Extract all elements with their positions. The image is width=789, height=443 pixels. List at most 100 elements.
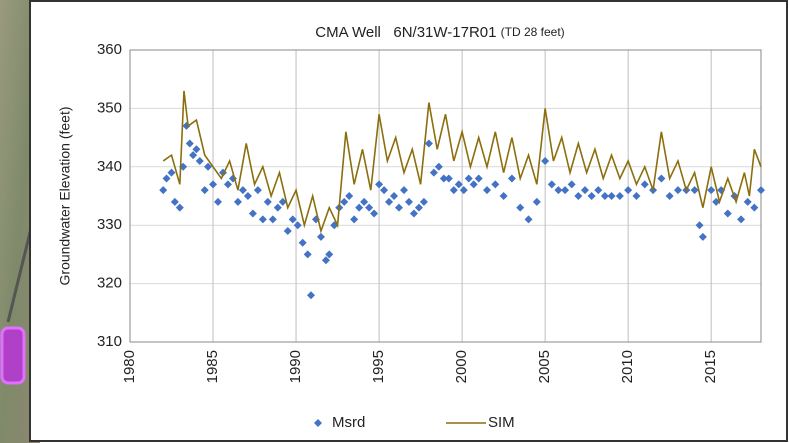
x-tick-label: 1980 <box>121 350 138 383</box>
data-point <box>243 192 252 200</box>
y-tick-label: 320 <box>97 275 122 292</box>
data-line <box>162 90 762 234</box>
data-point <box>380 186 389 195</box>
data-point <box>414 203 423 212</box>
legend-label: Msrd <box>332 414 365 431</box>
data-point <box>632 192 641 200</box>
title-main: CMA Well 6N/31W-17R01 <box>315 24 496 41</box>
data-point <box>325 250 334 259</box>
data-point <box>404 197 413 206</box>
parcel-outline <box>0 326 26 385</box>
x-tick-label: 1985 <box>204 350 221 383</box>
legend-label: SIM <box>488 414 515 431</box>
data-point <box>278 197 287 206</box>
data-point <box>306 291 315 300</box>
data-point <box>743 197 752 206</box>
data-point <box>712 197 721 206</box>
data-point <box>385 197 394 206</box>
data-point <box>554 186 563 195</box>
data-point <box>469 180 478 189</box>
data-point <box>185 139 194 148</box>
data-point <box>547 180 556 189</box>
data-point <box>723 209 732 218</box>
data-point <box>204 162 213 171</box>
data-point <box>532 197 541 206</box>
data-point <box>419 197 428 206</box>
data-point <box>439 174 448 183</box>
data-point <box>192 145 201 154</box>
data-point <box>360 197 369 206</box>
y-tick-label: 310 <box>97 333 122 350</box>
data-point <box>258 215 267 224</box>
data-point <box>233 197 242 206</box>
data-point <box>424 139 433 148</box>
data-point <box>750 203 759 212</box>
data-point <box>283 227 292 236</box>
data-point <box>483 186 492 195</box>
y-axis-label: Groundwater Elevation (feet) <box>57 107 73 286</box>
y-tick-label: 350 <box>97 99 122 116</box>
data-point <box>695 221 704 230</box>
data-point <box>253 186 262 195</box>
chart-panel <box>29 0 788 442</box>
data-point <box>268 215 277 224</box>
chart-title: CMA Well 6N/31W-17R01 (TD 28 feet) <box>315 24 564 41</box>
data-point <box>350 215 359 224</box>
data-point <box>491 180 500 189</box>
data-point <box>316 232 325 241</box>
data-point <box>159 186 168 195</box>
data-point <box>594 186 603 195</box>
data-point <box>449 186 458 195</box>
data-point <box>580 186 589 195</box>
data-point <box>640 180 649 189</box>
data-point <box>345 192 354 200</box>
data-point <box>464 174 473 183</box>
data-point <box>293 221 302 230</box>
data-point <box>200 186 209 195</box>
data-point <box>195 156 204 165</box>
data-point <box>209 180 218 189</box>
y-tick-label: 330 <box>97 216 122 233</box>
data-point <box>248 209 257 218</box>
data-point <box>409 209 418 218</box>
data-point <box>507 174 516 183</box>
title-note: (TD 28 feet) <box>501 25 565 39</box>
data-point <box>567 180 576 189</box>
x-tick-label: 2015 <box>702 350 719 383</box>
y-tick-label: 360 <box>97 41 122 58</box>
data-point <box>395 203 404 212</box>
data-point <box>690 186 699 195</box>
data-point <box>340 197 349 206</box>
data-point <box>474 174 483 183</box>
data-point <box>454 180 463 189</box>
data-point <box>707 186 716 195</box>
data-point <box>574 192 583 200</box>
data-point <box>615 192 624 200</box>
data-point <box>365 203 374 212</box>
legend-marker <box>314 419 322 427</box>
x-tick-label: 1990 <box>287 350 304 383</box>
data-point <box>298 238 307 247</box>
plot-frame <box>129 49 762 343</box>
data-point <box>434 162 443 171</box>
data-point <box>459 186 468 195</box>
data-point <box>170 197 179 206</box>
data-point <box>273 203 282 212</box>
data-point <box>167 168 176 177</box>
data-point <box>673 186 682 195</box>
data-point <box>390 192 399 200</box>
data-point <box>516 203 525 212</box>
y-tick-label: 340 <box>97 158 122 175</box>
x-tick-label: 2005 <box>536 350 553 383</box>
data-point <box>587 192 596 200</box>
data-point <box>607 192 616 200</box>
data-point <box>499 192 508 200</box>
data-point <box>375 180 384 189</box>
data-point <box>665 192 674 200</box>
data-point <box>524 215 533 224</box>
data-point <box>162 174 171 183</box>
data-point <box>355 203 364 212</box>
x-tick-label: 1995 <box>370 350 387 383</box>
data-point <box>657 174 666 183</box>
